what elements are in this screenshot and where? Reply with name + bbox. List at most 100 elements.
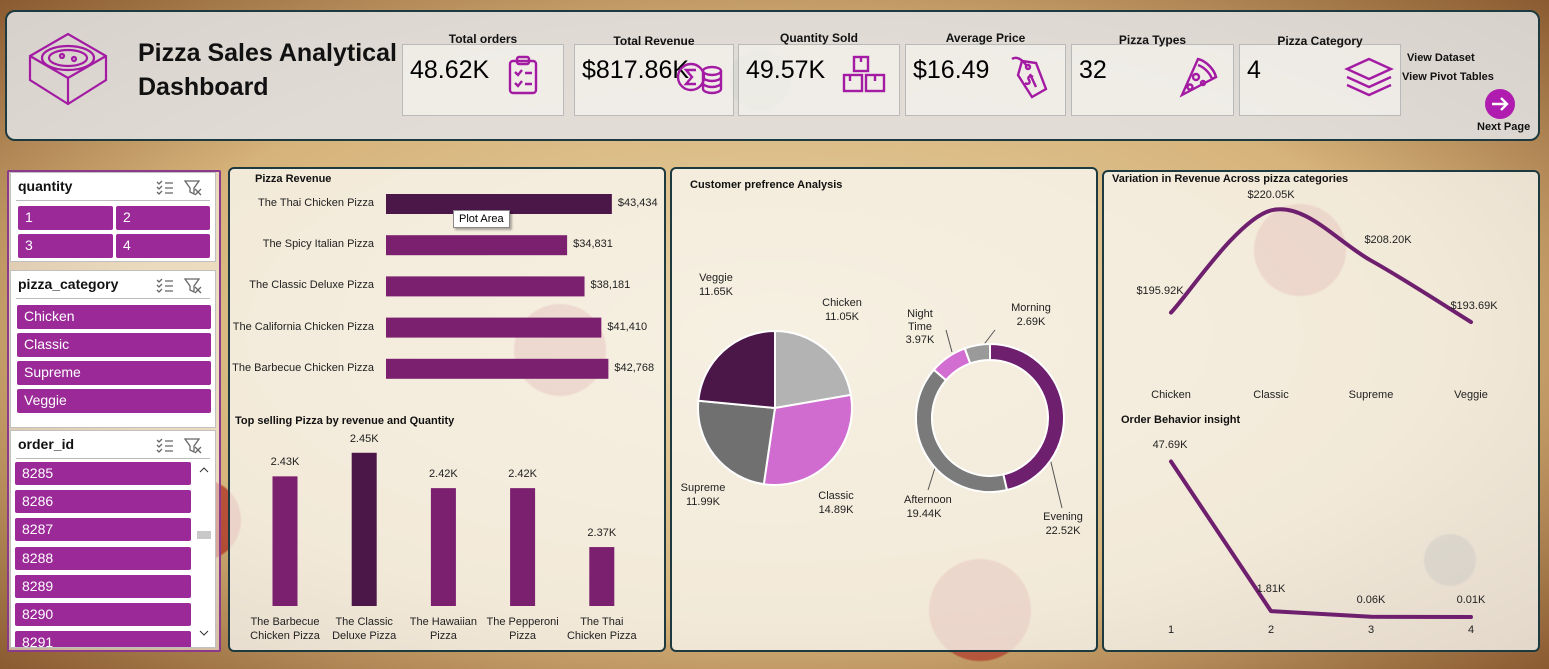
bar <box>386 194 612 214</box>
bar <box>386 317 602 338</box>
x-tick-label: 4 <box>1467 624 1475 636</box>
value-label: $34,831 <box>573 238 613 251</box>
slicer-icons[interactable] <box>156 438 202 454</box>
line-panel <box>1102 170 1540 652</box>
slicer-item[interactable]: 8285 <box>15 462 191 485</box>
slicer-item[interactable]: 4 <box>116 234 210 258</box>
slicer-item[interactable]: 8288 <box>15 546 191 570</box>
header-title: Pizza Sales Analytical Dashboard <box>138 39 397 101</box>
kpi-label: Total orders <box>448 32 518 46</box>
slicer-item[interactable]: 8289 <box>15 574 191 598</box>
slicer-controls <box>156 438 202 454</box>
donut-slice <box>963 342 991 365</box>
kpi-label: Total Revenue <box>613 34 695 48</box>
slicer-item[interactable]: 1 <box>18 206 113 230</box>
slicer-item[interactable]: 8286 <box>15 490 191 514</box>
kpi-card <box>1071 44 1234 116</box>
slice-value: 22.52K <box>1045 525 1081 537</box>
bar <box>430 488 456 606</box>
slicer: order_id 8285 8286 8287 8288 8289 8290 8291 <box>10 430 216 648</box>
slicer-item[interactable]: 2 <box>116 206 210 230</box>
category-label: The Spicy Italian Pizza <box>262 238 374 251</box>
slice-name: Evening <box>1043 511 1083 523</box>
slicer-item[interactable]: 8287 <box>15 518 191 542</box>
slicer-item[interactable]: Veggie <box>17 389 211 413</box>
pie-slice <box>697 329 776 410</box>
link[interactable]: Next Page <box>1477 121 1531 133</box>
slicer-title: pizza_category <box>18 276 119 292</box>
value-label: $42,768 <box>614 361 655 374</box>
kpi-label: Pizza Types <box>1118 33 1187 47</box>
kpi-label: Pizza Category <box>1277 34 1363 48</box>
slice-value: 3.97K <box>905 334 935 346</box>
chart-title: Order Behavior insight <box>1121 414 1241 426</box>
x-tick-label: Chicken <box>1151 389 1191 401</box>
chart-title: Pizza Revenue <box>255 173 332 185</box>
icon-strokes <box>676 62 723 95</box>
slicer-item[interactable]: 8291 <box>15 631 191 647</box>
slice-name: Classic <box>818 490 854 502</box>
slicer-item[interactable]: Chicken <box>17 305 211 329</box>
category-label: The Thai Chicken Pizza <box>258 197 374 209</box>
kpi-label: Average Price <box>945 31 1026 45</box>
slice-value: 11.99K <box>685 496 721 508</box>
scroll-thumb[interactable] <box>197 531 211 539</box>
value-label: 2.42K <box>508 468 537 481</box>
slice-name: Morning <box>1011 302 1051 314</box>
value-label: 0.01K <box>1456 593 1486 606</box>
kpi-value: 32 <box>1079 56 1107 84</box>
value-label: 0.06K <box>1356 593 1386 606</box>
chart-title: Top selling Pizza by revenue and Quantit… <box>235 415 455 427</box>
slicer-divider <box>16 200 210 201</box>
slicer-item[interactable]: 8290 <box>15 603 191 626</box>
pizza-icon <box>28 32 108 106</box>
scroll-up[interactable] <box>199 467 209 473</box>
x-tick-label: 2 <box>1267 624 1275 636</box>
slicer-controls <box>156 180 202 196</box>
category-label: The California Chicken Pizza <box>232 320 374 333</box>
category-label: The Barbecue Chicken Pizza <box>250 616 320 642</box>
slicer-divider <box>16 458 210 459</box>
value-label: $208.20K <box>1364 233 1412 246</box>
value-label: $43,434 <box>617 197 658 209</box>
slice-value: 14.89K <box>818 504 854 516</box>
slicer-item[interactable]: 3 <box>18 234 113 258</box>
slicer-icons[interactable] <box>156 278 202 294</box>
slicer-icons[interactable] <box>156 180 202 196</box>
kpi-icon <box>1011 56 1048 99</box>
value-label: 2.43K <box>270 456 300 469</box>
kpi-value: $817.86K <box>582 56 690 84</box>
next-button[interactable] <box>1484 89 1516 121</box>
x-tick-label: 1 <box>1167 624 1175 636</box>
bar <box>351 452 377 606</box>
kpi-icon <box>1344 57 1394 97</box>
line <box>1169 207 1473 325</box>
slice-value: 11.05K <box>824 311 860 323</box>
value-label: 1.81K <box>1256 583 1286 596</box>
kpi-icon <box>842 55 886 93</box>
category-label: The Pepperoni Pizza <box>486 616 559 642</box>
value-label: $41,410 <box>607 320 648 333</box>
link[interactable]: View Pivot Tables <box>1402 71 1494 83</box>
slicer-title: quantity <box>18 178 73 194</box>
slicer-item[interactable]: Supreme <box>17 361 211 385</box>
slice-name: Night Time <box>907 308 933 333</box>
scroll-down[interactable] <box>199 630 209 636</box>
slicer-controls <box>156 278 202 294</box>
button-arrow[interactable] <box>1492 97 1509 111</box>
category-label: The Hawaiian Pizza <box>409 616 478 642</box>
bar <box>386 276 585 297</box>
slicer-item[interactable]: Classic <box>17 333 211 357</box>
kpi-value: 49.57K <box>746 56 826 84</box>
slicer-divider <box>16 298 210 299</box>
value-label: 2.45K <box>349 432 379 445</box>
tooltip: Plot Area <box>453 210 510 228</box>
bar <box>589 547 615 606</box>
slice-name: Chicken <box>822 297 862 309</box>
chart-title: Customer prefrence Analysis <box>690 179 843 191</box>
link[interactable]: View Dataset <box>1407 52 1475 64</box>
scrollbar <box>197 467 211 636</box>
bar <box>386 358 609 379</box>
